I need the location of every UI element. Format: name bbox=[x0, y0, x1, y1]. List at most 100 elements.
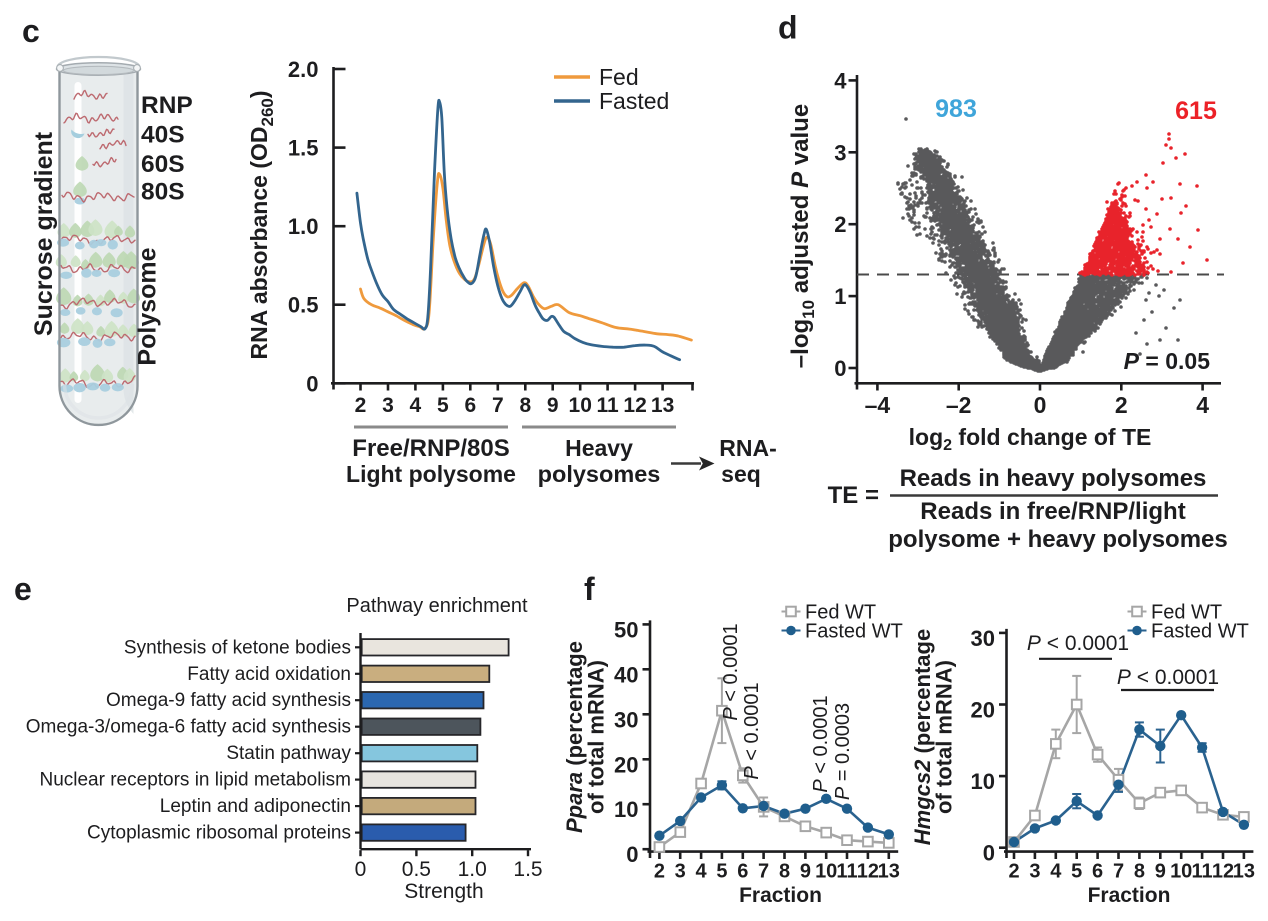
svg-text:of total mRNA): of total mRNA) bbox=[584, 660, 609, 814]
svg-text:5: 5 bbox=[1071, 861, 1082, 883]
svg-text:60S: 60S bbox=[141, 151, 185, 178]
svg-text:Fraction: Fraction bbox=[739, 884, 822, 907]
svg-text:Fraction: Fraction bbox=[1088, 884, 1171, 907]
svg-text:4: 4 bbox=[410, 394, 422, 417]
svg-text:Reads in heavy polysomes: Reads in heavy polysomes bbox=[900, 465, 1207, 492]
svg-text:0: 0 bbox=[834, 356, 846, 381]
svg-text:615: 615 bbox=[1175, 97, 1217, 125]
svg-text:40: 40 bbox=[614, 662, 638, 687]
svg-text:2: 2 bbox=[654, 861, 665, 883]
svg-text:Fasted WT: Fasted WT bbox=[1151, 621, 1249, 643]
svg-text:Reads in free/RNP/light: Reads in free/RNP/light bbox=[920, 498, 1185, 525]
svg-text:4: 4 bbox=[1196, 392, 1209, 418]
svg-text:Free/RNP/80S: Free/RNP/80S bbox=[352, 435, 509, 462]
svg-text:3: 3 bbox=[1029, 861, 1040, 883]
svg-text:6: 6 bbox=[737, 861, 748, 883]
svg-text:Synthesis of ketone bodies: Synthesis of ketone bodies bbox=[124, 637, 351, 658]
svg-text:Polysome: Polysome bbox=[134, 247, 162, 365]
svg-text:4: 4 bbox=[696, 861, 708, 883]
svg-text:Fasted WT: Fasted WT bbox=[805, 621, 903, 643]
svg-text:1: 1 bbox=[834, 284, 846, 309]
svg-text:2: 2 bbox=[1115, 392, 1128, 418]
svg-text:5: 5 bbox=[437, 394, 449, 417]
svg-text:0: 0 bbox=[306, 371, 318, 396]
svg-text:2: 2 bbox=[834, 212, 846, 237]
svg-text:of total mRNA): of total mRNA) bbox=[932, 660, 957, 814]
svg-text:4: 4 bbox=[834, 68, 847, 93]
svg-text:RNP: RNP bbox=[141, 92, 193, 119]
svg-text:f: f bbox=[584, 571, 595, 607]
svg-text:Strength: Strength bbox=[404, 880, 483, 903]
svg-text:–4: –4 bbox=[865, 392, 891, 418]
svg-text:Fed WT: Fed WT bbox=[805, 602, 876, 624]
svg-text:Heavy: Heavy bbox=[565, 435, 633, 461]
svg-text:Leptin and adiponectin: Leptin and adiponectin bbox=[160, 796, 351, 817]
svg-text:7: 7 bbox=[1113, 861, 1124, 883]
svg-text:2: 2 bbox=[1008, 861, 1019, 883]
svg-text:8: 8 bbox=[779, 861, 790, 883]
svg-text:Fasted: Fasted bbox=[599, 88, 669, 114]
svg-text:d: d bbox=[778, 10, 798, 46]
svg-text:Pathway enrichment: Pathway enrichment bbox=[346, 595, 528, 617]
svg-text:4: 4 bbox=[1050, 861, 1062, 883]
svg-text:seq: seq bbox=[721, 461, 761, 487]
svg-text:8: 8 bbox=[1134, 861, 1145, 883]
svg-text:Fed: Fed bbox=[599, 64, 639, 90]
svg-text:0: 0 bbox=[1034, 392, 1047, 418]
svg-text:983: 983 bbox=[935, 95, 977, 123]
svg-text:P < 0.0001: P < 0.0001 bbox=[810, 695, 832, 792]
svg-text:TE =: TE = bbox=[828, 482, 879, 509]
svg-text:40S: 40S bbox=[141, 122, 185, 149]
svg-text:11: 11 bbox=[1192, 861, 1213, 883]
svg-text:11: 11 bbox=[596, 394, 619, 417]
svg-text:Light polysome: Light polysome bbox=[346, 461, 516, 487]
svg-text:Nuclear receptors in lipid met: Nuclear receptors in lipid metabolism bbox=[39, 770, 351, 791]
svg-text:20: 20 bbox=[614, 752, 638, 777]
svg-text:7: 7 bbox=[492, 394, 504, 417]
svg-text:P < 0.0001: P < 0.0001 bbox=[720, 623, 742, 720]
svg-text:polysomes: polysomes bbox=[538, 461, 661, 487]
svg-text:1.5: 1.5 bbox=[288, 136, 319, 161]
svg-text:8: 8 bbox=[519, 394, 531, 417]
svg-text:2: 2 bbox=[355, 394, 367, 417]
svg-text:P = 0.0003: P = 0.0003 bbox=[832, 703, 854, 800]
svg-text:RNA absorbance (OD260): RNA absorbance (OD260) bbox=[246, 90, 277, 359]
svg-text:3: 3 bbox=[834, 140, 846, 165]
svg-text:3: 3 bbox=[382, 394, 394, 417]
svg-text:0.5: 0.5 bbox=[402, 858, 431, 881]
svg-text:10: 10 bbox=[971, 769, 995, 794]
svg-text:20: 20 bbox=[971, 698, 995, 723]
svg-text:6: 6 bbox=[1092, 861, 1103, 883]
svg-text:–2: –2 bbox=[946, 392, 972, 418]
svg-text:Sucrose gradient: Sucrose gradient bbox=[30, 131, 58, 336]
svg-text:10: 10 bbox=[815, 861, 837, 883]
svg-text:30: 30 bbox=[971, 626, 995, 651]
svg-text:e: e bbox=[14, 571, 32, 607]
svg-text:10: 10 bbox=[614, 797, 638, 822]
svg-text:Fatty acid oxidation: Fatty acid oxidation bbox=[187, 664, 351, 685]
svg-text:RNA-: RNA- bbox=[719, 435, 777, 461]
svg-text:Fed WT: Fed WT bbox=[1151, 602, 1222, 624]
svg-text:Omega-3/omega-6 fatty acid syn: Omega-3/omega-6 fatty acid synthesis bbox=[26, 717, 351, 738]
svg-text:1.5: 1.5 bbox=[513, 858, 542, 881]
svg-text:Omega-9 fatty acid synthesis: Omega-9 fatty acid synthesis bbox=[106, 690, 351, 711]
svg-text:0: 0 bbox=[355, 858, 367, 881]
svg-text:c: c bbox=[22, 13, 40, 49]
svg-text:3: 3 bbox=[675, 861, 686, 883]
svg-text:10: 10 bbox=[569, 394, 592, 417]
svg-text:P = 0.05: P = 0.05 bbox=[1124, 348, 1211, 374]
svg-text:polysome + heavy polysomes: polysome + heavy polysomes bbox=[888, 526, 1227, 553]
svg-text:7: 7 bbox=[758, 861, 769, 883]
svg-text:13: 13 bbox=[651, 394, 674, 417]
svg-text:0: 0 bbox=[983, 841, 995, 866]
svg-text:–log10 adjusted P value: –log10 adjusted P value bbox=[787, 104, 818, 368]
svg-text:P < 0.0001: P < 0.0001 bbox=[1027, 632, 1129, 655]
svg-text:12: 12 bbox=[857, 861, 879, 883]
svg-text:Hmgcs2 (percentage: Hmgcs2 (percentage bbox=[910, 629, 935, 845]
svg-text:0: 0 bbox=[626, 842, 638, 867]
svg-text:0.5: 0.5 bbox=[288, 293, 319, 318]
svg-text:P < 0.0001: P < 0.0001 bbox=[1117, 666, 1219, 689]
svg-text:5: 5 bbox=[716, 861, 727, 883]
svg-text:P < 0.0001: P < 0.0001 bbox=[741, 682, 763, 779]
svg-text:9: 9 bbox=[800, 861, 811, 883]
